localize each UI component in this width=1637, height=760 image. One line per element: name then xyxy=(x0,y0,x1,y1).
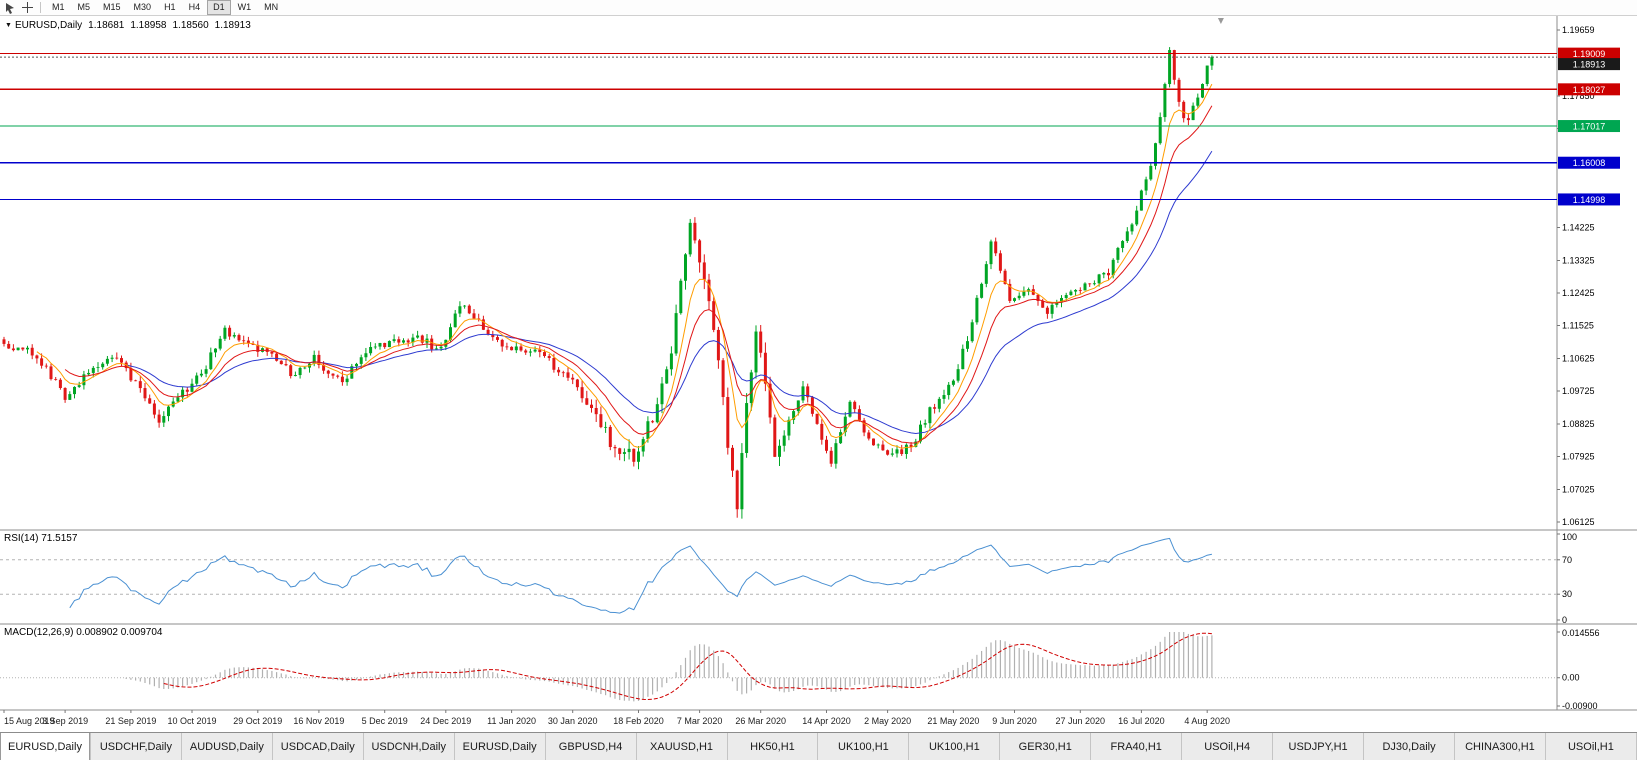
svg-text:27 Jun 2020: 27 Jun 2020 xyxy=(1056,716,1106,726)
svg-text:5 Dec 2019: 5 Dec 2019 xyxy=(362,716,408,726)
svg-text:1.06125: 1.06125 xyxy=(1562,517,1595,527)
timeframe-buttons: M1 M5 M15 M30 H1 H4 D1 W1 MN xyxy=(46,0,284,15)
chart-tab-ger30-h1[interactable]: GER30,H1 xyxy=(1000,733,1092,760)
chart-canvas[interactable]: 1.196591.178501.169501.142251.133251.124… xyxy=(0,16,1637,732)
panel-frame xyxy=(0,16,1637,711)
svg-text:16 Jul 2020: 16 Jul 2020 xyxy=(1118,716,1165,726)
chart-tab-gbpusd-h4[interactable]: GBPUSD,H4 xyxy=(545,733,637,760)
timeframe-button-m15[interactable]: M15 xyxy=(103,2,121,12)
price-axis[interactable]: 1.196591.178501.169501.142251.133251.124… xyxy=(1557,25,1595,527)
svg-text:1.10625: 1.10625 xyxy=(1562,353,1595,363)
chart-cursor-icon[interactable] xyxy=(3,1,18,14)
svg-text:1.18027: 1.18027 xyxy=(1573,85,1606,95)
chart-tab-uk100-h1[interactable]: UK100,H1 xyxy=(909,733,1001,760)
chart-tab-china300-h1[interactable]: CHINA300,H1 xyxy=(1455,733,1546,760)
chart-tab-fra40-h1[interactable]: FRA40,H1 xyxy=(1091,733,1183,760)
svg-text:1.11525: 1.11525 xyxy=(1562,321,1594,331)
svg-text:18 Feb 2020: 18 Feb 2020 xyxy=(613,716,664,726)
svg-text:0.00: 0.00 xyxy=(1562,673,1580,683)
timeframe-button-m1[interactable]: M1 xyxy=(52,2,65,12)
svg-text:10 Oct 2019: 10 Oct 2019 xyxy=(167,716,216,726)
chart-tab-audusd-daily[interactable]: AUDUSD,Daily xyxy=(181,733,273,760)
chart-tab-eurusd-daily[interactable]: EURUSD,Daily xyxy=(454,733,546,760)
svg-text:21 Sep 2019: 21 Sep 2019 xyxy=(105,716,156,726)
svg-text:2 May 2020: 2 May 2020 xyxy=(864,716,911,726)
svg-text:1.16008: 1.16008 xyxy=(1573,158,1606,168)
svg-text:1.17850: 1.17850 xyxy=(1562,91,1595,101)
chart-window: 1.196591.178501.169501.142251.133251.124… xyxy=(0,16,1637,732)
timeframe-button-mn[interactable]: MN xyxy=(264,2,279,12)
svg-text:9 Jun 2020: 9 Jun 2020 xyxy=(992,716,1037,726)
svg-text:1.12425: 1.12425 xyxy=(1562,288,1595,298)
svg-text:7 Mar 2020: 7 Mar 2020 xyxy=(677,716,723,726)
chart-shift-marker[interactable] xyxy=(1217,18,1224,24)
svg-text:1.08825: 1.08825 xyxy=(1562,419,1595,429)
chart-tab-xauusd-h1[interactable]: XAUUSD,H1 xyxy=(636,733,728,760)
svg-text:30 Jan 2020: 30 Jan 2020 xyxy=(548,716,598,726)
svg-text:11 Jan 2020: 11 Jan 2020 xyxy=(487,716,536,726)
svg-text:1.07925: 1.07925 xyxy=(1562,452,1595,462)
chart-tab-uk100-h1[interactable]: UK100,H1 xyxy=(818,733,910,760)
chart-tab-usoil-h1[interactable]: USOil,H1 xyxy=(1545,733,1637,760)
svg-text:24 Dec 2019: 24 Dec 2019 xyxy=(420,716,471,726)
macd-panel: 0.014556 0.00 -0.00900 xyxy=(0,628,1600,711)
rsi-panel: 100 70 30 0 xyxy=(0,532,1577,625)
svg-text:0: 0 xyxy=(1562,615,1567,625)
horizontal-level-lines[interactable]: 1.19009 1.18027 1.17017 1.16008 1.14998 1.189… xyxy=(0,47,1620,206)
svg-text:1.17017: 1.17017 xyxy=(1573,122,1606,132)
chart-tab-bar: EURUSD,Daily USDCHF,Daily AUDUSD,Daily USDC… xyxy=(0,732,1637,760)
chart-tab-eurusd-daily[interactable]: EURUSD,Daily xyxy=(0,733,91,760)
svg-text:0.014556: 0.014556 xyxy=(1562,628,1600,638)
chart-tab-usdjpy-h1[interactable]: USDJPY,H1 xyxy=(1273,733,1365,760)
timeframe-button-d1[interactable]: D1 xyxy=(207,0,231,15)
svg-text:21 May 2020: 21 May 2020 xyxy=(927,716,979,726)
svg-text:16 Nov 2019: 16 Nov 2019 xyxy=(293,716,344,726)
svg-text:3 Sep 2019: 3 Sep 2019 xyxy=(42,716,88,726)
chart-tab-usdcad-daily[interactable]: USDCAD,Daily xyxy=(272,733,364,760)
moving-averages xyxy=(36,83,1213,449)
crosshair-icon[interactable] xyxy=(20,1,35,14)
svg-text:1.09725: 1.09725 xyxy=(1562,386,1595,396)
svg-text:30: 30 xyxy=(1562,589,1572,599)
svg-text:-0.00900: -0.00900 xyxy=(1562,701,1598,711)
svg-text:26 Mar 2020: 26 Mar 2020 xyxy=(735,716,786,726)
svg-text:15 Aug 2019: 15 Aug 2019 xyxy=(4,716,55,726)
svg-text:1.18913: 1.18913 xyxy=(1573,60,1606,70)
svg-text:1.19009: 1.19009 xyxy=(1573,49,1606,59)
chart-tab-dj30-daily[interactable]: DJ30,Daily xyxy=(1364,733,1455,760)
chart-tab-usoil-h4[interactable]: USOil,H4 xyxy=(1182,733,1274,760)
timeframe-button-m30[interactable]: M30 xyxy=(133,2,152,12)
svg-text:100: 100 xyxy=(1562,532,1577,542)
chart-tab-usdchf-daily[interactable]: USDCHF,Daily xyxy=(90,733,182,760)
timeframe-toolbar: M1 M5 M15 M30 H1 H4 D1 W1 MN xyxy=(0,0,1637,16)
svg-text:1.14225: 1.14225 xyxy=(1562,223,1595,233)
timeframe-button-w1[interactable]: W1 xyxy=(237,2,252,12)
toolbar-separator xyxy=(40,2,41,13)
timeframe-button-h4[interactable]: H4 xyxy=(188,2,201,12)
svg-text:70: 70 xyxy=(1562,555,1572,565)
timeframe-button-h1[interactable]: H1 xyxy=(164,2,176,12)
svg-text:14 Apr 2020: 14 Apr 2020 xyxy=(802,716,851,726)
svg-text:4 Aug 2020: 4 Aug 2020 xyxy=(1184,716,1230,726)
svg-text:29 Oct 2019: 29 Oct 2019 xyxy=(233,716,282,726)
candlestick-series xyxy=(2,47,1214,519)
svg-text:1.19659: 1.19659 xyxy=(1562,25,1595,35)
chart-tab-hk50-h1[interactable]: HK50,H1 xyxy=(727,733,819,760)
svg-text:1.13325: 1.13325 xyxy=(1562,255,1595,265)
svg-text:1.14998: 1.14998 xyxy=(1573,195,1606,205)
chart-tab-usdcnh-daily[interactable]: USDCNH,Daily xyxy=(363,733,455,760)
timeframe-button-m5[interactable]: M5 xyxy=(77,2,91,12)
svg-text:1.07025: 1.07025 xyxy=(1562,484,1595,494)
